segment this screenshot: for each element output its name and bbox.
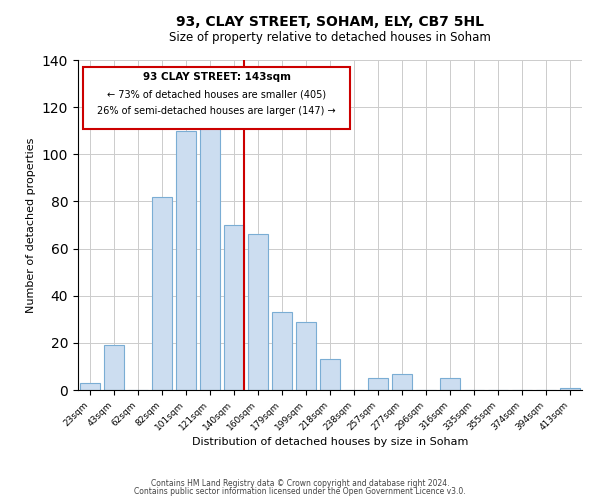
Bar [272, 312, 292, 390]
Text: Contains HM Land Registry data © Crown copyright and database right 2024.: Contains HM Land Registry data © Crown c… [151, 478, 449, 488]
Text: Size of property relative to detached houses in Soham: Size of property relative to detached ho… [169, 31, 491, 44]
X-axis label: Distribution of detached houses by size in Soham: Distribution of detached houses by size … [192, 438, 468, 448]
Bar [296, 322, 316, 390]
Bar [80, 383, 100, 390]
Text: 93, CLAY STREET, SOHAM, ELY, CB7 5HL: 93, CLAY STREET, SOHAM, ELY, CB7 5HL [176, 16, 484, 30]
Bar [368, 378, 388, 390]
Bar [104, 345, 124, 390]
Text: ← 73% of detached houses are smaller (405): ← 73% of detached houses are smaller (40… [107, 89, 326, 99]
Bar [392, 374, 412, 390]
Y-axis label: Number of detached properties: Number of detached properties [26, 138, 37, 312]
Text: 26% of semi-detached houses are larger (147) →: 26% of semi-detached houses are larger (… [97, 106, 336, 116]
Bar [560, 388, 580, 390]
Bar [248, 234, 268, 390]
Bar [176, 130, 196, 390]
Bar [224, 225, 244, 390]
FancyBboxPatch shape [83, 66, 350, 130]
Bar [200, 124, 220, 390]
Text: Contains public sector information licensed under the Open Government Licence v3: Contains public sector information licen… [134, 487, 466, 496]
Bar [320, 360, 340, 390]
Bar [440, 378, 460, 390]
Text: 93 CLAY STREET: 143sqm: 93 CLAY STREET: 143sqm [143, 72, 290, 82]
Bar [152, 196, 172, 390]
